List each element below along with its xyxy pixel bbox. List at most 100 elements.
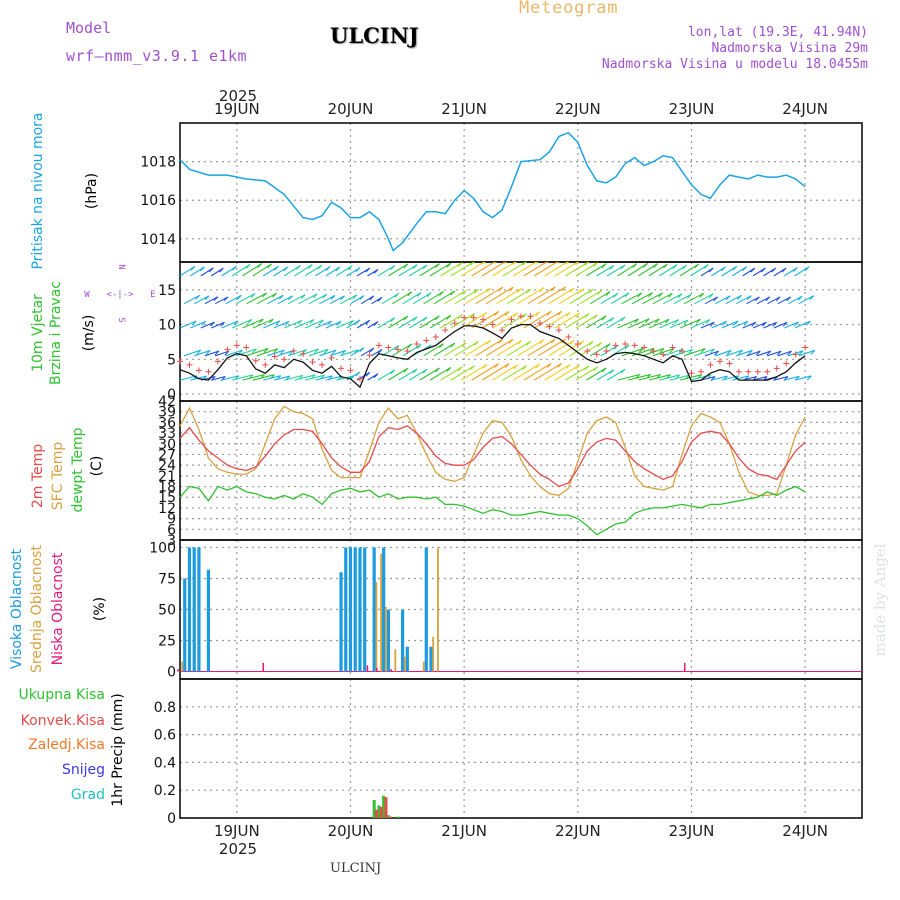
- wind-barb: [273, 320, 290, 329]
- wind-barb: [767, 296, 781, 305]
- wind-barb-head: [407, 291, 413, 297]
- wind-barb: [658, 264, 678, 277]
- wind-barb-head: [535, 311, 541, 317]
- wind-barb: [794, 320, 811, 329]
- wind-barb-head: [683, 319, 689, 325]
- wind-barb-head: [373, 269, 379, 274]
- wind-barb-head: [613, 292, 619, 298]
- wind-barb-head: [557, 310, 562, 316]
- wind-barb-head: [797, 296, 803, 301]
- wind-barb-head: [726, 350, 732, 355]
- gust-mark: [783, 360, 790, 367]
- wind-barb-head: [273, 348, 279, 354]
- wind-barb-head: [330, 295, 336, 300]
- wind-barb-head: [470, 365, 475, 371]
- wind-barb: [533, 362, 562, 381]
- wind-barb-head: [200, 266, 205, 272]
- wind-barb: [586, 263, 607, 277]
- wind-barb-head: [435, 263, 440, 269]
- y-tick-label: 12: [158, 501, 176, 517]
- wind-barb: [638, 263, 658, 277]
- wind-barb: [200, 321, 215, 329]
- y-tick-label: 39: [158, 405, 176, 421]
- wind-barb: [287, 294, 306, 305]
- wind-barb: [429, 366, 452, 381]
- wind-barb-head: [593, 366, 598, 372]
- wind-barb-head: [575, 262, 580, 266]
- wind-barb: [506, 288, 531, 305]
- wind-barb: [340, 294, 358, 305]
- wind-barb-head: [331, 349, 337, 355]
- wind-barb: [517, 339, 545, 357]
- cloud-unit: (%): [92, 597, 108, 621]
- y-tick-label: 0.2: [154, 783, 176, 799]
- wind-barb-head: [713, 296, 719, 302]
- gust-mark: [669, 344, 676, 351]
- y-tick-label: 0.8: [154, 700, 176, 716]
- wind-barb-head: [588, 341, 594, 346]
- wind-barb-head: [725, 295, 731, 301]
- wind-barb: [377, 369, 396, 381]
- y-tick-label: 15: [158, 283, 176, 299]
- gust-mark: [290, 347, 297, 354]
- y-tick-label: 30: [158, 437, 176, 453]
- wind-barb: [788, 295, 803, 305]
- wind-barb: [325, 375, 343, 381]
- cloud-bar: [380, 553, 383, 672]
- temp-unit: (C): [89, 456, 105, 477]
- wind-barb-head: [513, 364, 519, 370]
- wind-barb: [798, 349, 816, 357]
- wind-barb: [711, 320, 727, 329]
- wind-barb-head: [275, 320, 281, 326]
- wind-barb: [485, 338, 514, 357]
- wind-barb: [711, 375, 728, 381]
- wind-barb: [465, 339, 492, 357]
- wind-barb-head: [272, 292, 277, 298]
- wind-barb-head: [584, 262, 590, 266]
- wind-barb-head: [705, 319, 711, 325]
- wind-barb: [586, 315, 607, 329]
- wind-barb-head: [550, 338, 556, 344]
- gust-mark: [356, 375, 363, 382]
- precip-bar: [384, 797, 388, 818]
- wind-barb: [283, 265, 301, 277]
- wind-barb-head: [204, 295, 210, 301]
- wind-barb-head: [322, 293, 328, 299]
- wind-barb: [773, 376, 788, 381]
- wind-barb: [579, 289, 602, 305]
- wind-barb: [183, 349, 201, 357]
- wind-barb-head: [664, 318, 670, 324]
- wind-barb: [231, 263, 251, 277]
- top-day-label: 19JUN: [214, 100, 260, 118]
- wind-barb-head: [317, 264, 323, 270]
- wind-barb-head: [494, 363, 500, 369]
- wind-barb: [246, 347, 269, 357]
- bottom-day-label: 23JUN: [669, 822, 715, 840]
- wind-barb: [242, 263, 262, 277]
- cloud-bar: [684, 662, 686, 672]
- wind-barb-head: [323, 348, 329, 354]
- wind-barb-head: [325, 266, 331, 271]
- y-tick-label: 100: [149, 540, 176, 556]
- y-tick-label: 0: [167, 811, 176, 827]
- gust-mark: [347, 367, 354, 374]
- precip-bar: [382, 795, 386, 818]
- wind-barb: [340, 349, 359, 357]
- wind-barb: [485, 286, 514, 305]
- wind-barb: [402, 292, 422, 305]
- wind-barb: [533, 262, 558, 277]
- wind-barb: [183, 294, 200, 305]
- gust-mark: [338, 365, 345, 372]
- wind-barb: [215, 350, 230, 357]
- gust-mark: [195, 367, 202, 374]
- bottom-day-label: 21JUN: [441, 822, 487, 840]
- wind-barb: [523, 362, 552, 381]
- top-day-label: 21JUN: [441, 100, 487, 118]
- wind-barb-head: [435, 367, 440, 373]
- wind-barb: [360, 347, 375, 357]
- wind-barb: [481, 311, 510, 329]
- wind-barb-head: [709, 321, 715, 327]
- wind-barb-head: [482, 364, 488, 369]
- wind-barb: [669, 264, 687, 277]
- wind-barb: [732, 320, 749, 329]
